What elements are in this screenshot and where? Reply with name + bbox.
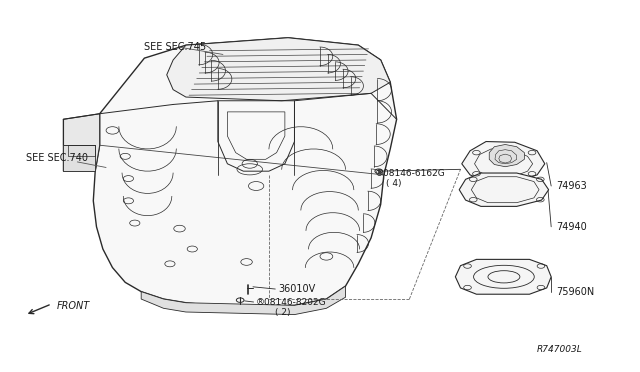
Polygon shape <box>141 286 346 315</box>
Polygon shape <box>456 259 551 294</box>
Text: ®08146-6162G: ®08146-6162G <box>374 169 445 177</box>
Text: 36010V: 36010V <box>278 284 316 294</box>
Polygon shape <box>63 145 95 171</box>
Text: R747003L: R747003L <box>536 345 582 354</box>
Text: SEE SEC.745: SEE SEC.745 <box>145 42 207 52</box>
Polygon shape <box>93 38 397 307</box>
Polygon shape <box>489 144 524 167</box>
Text: ( 4): ( 4) <box>386 179 401 187</box>
Text: FRONT: FRONT <box>57 301 90 311</box>
Polygon shape <box>167 38 390 101</box>
Text: ®08146-8202G: ®08146-8202G <box>256 298 327 307</box>
Text: 75960N: 75960N <box>556 286 595 296</box>
Text: 74940: 74940 <box>556 222 587 232</box>
Text: ( 2): ( 2) <box>275 308 291 317</box>
Text: 74963: 74963 <box>556 181 587 191</box>
Polygon shape <box>63 114 100 171</box>
Text: SEE SEC.740: SEE SEC.740 <box>26 153 88 163</box>
Polygon shape <box>460 173 548 206</box>
Polygon shape <box>462 141 545 182</box>
